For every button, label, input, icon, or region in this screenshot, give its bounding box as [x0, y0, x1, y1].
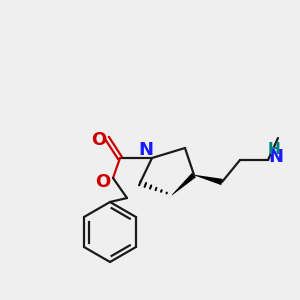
Polygon shape — [172, 173, 196, 195]
Text: N: N — [268, 148, 284, 166]
Text: H: H — [268, 142, 281, 158]
Text: O: O — [95, 173, 111, 191]
Text: O: O — [92, 131, 106, 149]
Polygon shape — [194, 175, 223, 185]
Text: N: N — [139, 141, 154, 159]
